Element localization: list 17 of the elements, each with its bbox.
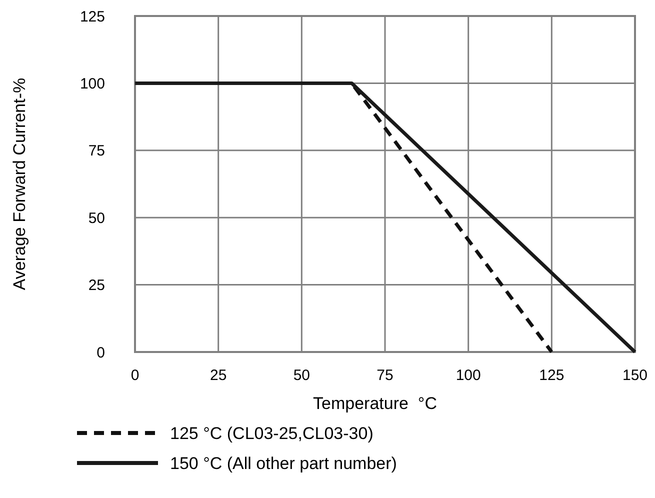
y-tick-label: 125 [80,8,105,26]
x-tick-label: 0 [130,367,140,384]
y-tick-label: 0 [96,344,105,362]
x-tick-label: 25 [210,367,227,384]
x-tick-label: 150 [622,367,648,384]
legend-label: 150 °C (All other part number) [170,454,397,473]
y-tick-label: 100 [80,75,105,92]
x-axis-title: Temperature °C [313,394,437,413]
x-tick-label: 50 [293,367,310,384]
y-tick-label: 75 [88,142,105,160]
y-tick-label: 50 [88,210,105,227]
y-axis-title: Average Forward Current-% [10,78,29,290]
x-tick-label: 125 [539,367,564,384]
x-tick-label: 75 [376,367,394,384]
y-tick-label: 25 [88,277,105,294]
legend-label: 125 °C (CL03-25,CL03-30) [170,424,374,443]
x-tick-label: 100 [456,367,481,384]
